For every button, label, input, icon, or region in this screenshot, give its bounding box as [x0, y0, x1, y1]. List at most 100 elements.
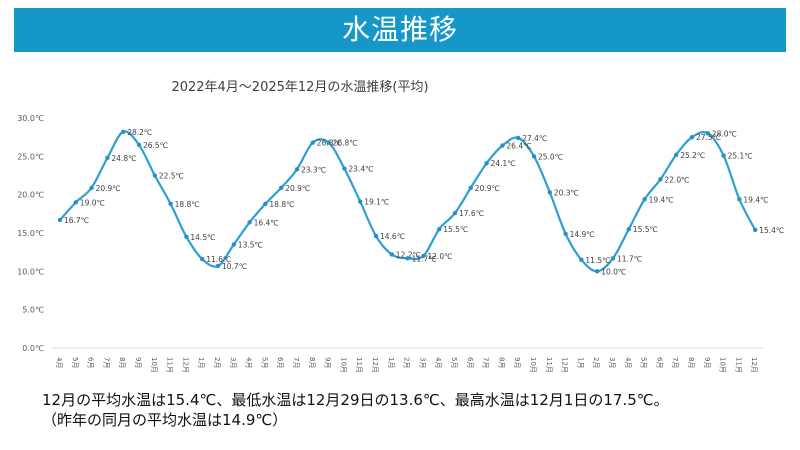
data-point: [610, 256, 616, 261]
data-point: [452, 210, 458, 216]
x-tick-label: 2月: [592, 357, 600, 368]
data-point: [200, 256, 205, 262]
data-point: [563, 231, 568, 236]
x-tick-label: 9月: [324, 357, 332, 368]
data-label: 22.5℃: [159, 172, 184, 181]
data-point: [373, 233, 379, 239]
data-label: 24.1℃: [491, 159, 516, 168]
x-tick-label: 5月: [260, 357, 268, 368]
data-label: 19.4℃: [743, 195, 768, 204]
data-point: [358, 199, 363, 204]
data-point: [405, 256, 410, 261]
data-label: 15.5℃: [633, 225, 658, 234]
data-point: [215, 263, 221, 269]
data-label: 22.0℃: [664, 175, 689, 184]
data-label: 10.7℃: [222, 262, 247, 271]
x-tick-label: 11月: [734, 357, 742, 373]
summary-line-2: （昨年の同月の平均水温は14.9℃）: [42, 411, 288, 429]
x-tick-label: 8月: [497, 357, 505, 368]
x-tick-label: 5月: [71, 357, 79, 368]
data-point: [231, 242, 236, 247]
data-point: [689, 134, 695, 140]
data-point: [705, 131, 710, 136]
data-label: 16.7℃: [64, 216, 89, 225]
data-label: 24.8℃: [111, 154, 136, 163]
data-point: [294, 167, 300, 172]
x-tick-label: 1月: [387, 357, 395, 368]
x-tick-label: 11月: [545, 357, 553, 373]
data-label: 25.0℃: [538, 152, 563, 161]
data-label: 12.2℃: [396, 250, 421, 259]
data-label: 19.4℃: [649, 195, 674, 204]
data-point: [152, 173, 157, 178]
data-point: [531, 154, 537, 159]
data-point: [642, 197, 647, 202]
data-label: 15.4℃: [759, 226, 784, 235]
x-tick-label: 11月: [166, 357, 174, 373]
x-tick-label: 12月: [371, 357, 379, 373]
data-point: [57, 217, 63, 223]
x-tick-label: 4月: [55, 357, 63, 368]
y-tick-label: 20.0℃: [17, 191, 44, 200]
x-tick-label: 7月: [671, 357, 679, 368]
x-tick-label: 10月: [339, 357, 347, 373]
x-tick-label: 1月: [197, 357, 205, 368]
y-tick-label: 10.0℃: [17, 267, 44, 276]
data-point: [595, 269, 600, 274]
data-label: 26.4℃: [506, 142, 531, 151]
x-tick-label: 8月: [308, 357, 316, 368]
data-label: 17.6℃: [459, 209, 484, 218]
x-tick-label: 7月: [482, 357, 490, 368]
x-tick-label: 10月: [719, 357, 727, 373]
y-tick-label: 0.0℃: [22, 344, 44, 353]
data-label: 26.8℃: [333, 139, 358, 148]
x-tick-label: 4月: [434, 357, 442, 368]
data-point: [721, 153, 726, 158]
data-point: [674, 152, 679, 157]
data-label: 11.7℃: [617, 254, 642, 263]
data-point: [168, 201, 173, 207]
data-label: 20.3℃: [554, 188, 579, 197]
data-label: 14.5℃: [190, 233, 215, 242]
data-label: 13.5℃: [238, 241, 263, 250]
data-label: 16.4℃: [254, 218, 279, 227]
x-tick-label: 9月: [513, 357, 521, 368]
data-label: 19.1℃: [364, 198, 389, 207]
data-label: 28.0℃: [712, 129, 737, 138]
y-tick-label: 15.0℃: [17, 229, 44, 238]
data-label: 12.0℃: [427, 252, 452, 261]
x-tick-label: 12月: [181, 357, 189, 373]
x-tick-label: 3月: [418, 357, 426, 368]
x-tick-label: 4月: [624, 357, 632, 368]
x-tick-label: 5月: [450, 357, 458, 368]
page-title: 水温推移: [341, 13, 458, 46]
data-point: [500, 143, 505, 148]
data-point: [437, 226, 442, 232]
data-point: [579, 257, 584, 263]
data-point: [737, 197, 742, 202]
data-point: [468, 185, 473, 190]
x-tick-label: 3月: [229, 357, 237, 368]
data-label: 26.5℃: [143, 141, 168, 150]
data-label: 11.7℃: [412, 254, 437, 263]
data-label: 15.5℃: [443, 225, 468, 234]
data-label: 20.9℃: [285, 184, 310, 193]
data-point: [247, 220, 252, 225]
data-point: [516, 135, 521, 141]
x-tick-label: 11月: [355, 357, 363, 373]
x-tick-label: 10月: [529, 357, 537, 373]
x-tick-label: 9月: [134, 357, 142, 368]
data-label: 18.8℃: [175, 200, 200, 209]
x-tick-label: 1月: [576, 357, 584, 368]
data-point: [279, 185, 284, 190]
data-label: 23.3℃: [301, 165, 326, 174]
data-point: [658, 177, 663, 182]
data-point: [89, 185, 94, 190]
data-label: 11.6℃: [206, 255, 231, 264]
data-point: [547, 190, 552, 195]
x-tick-label: 5月: [640, 357, 648, 368]
summary-text: 12月の平均水温は15.4℃、最低水温は12月29日の13.6℃、最高水温は12…: [42, 390, 669, 430]
x-tick-label: 12月: [561, 357, 569, 373]
x-tick-label: 7月: [102, 357, 110, 368]
